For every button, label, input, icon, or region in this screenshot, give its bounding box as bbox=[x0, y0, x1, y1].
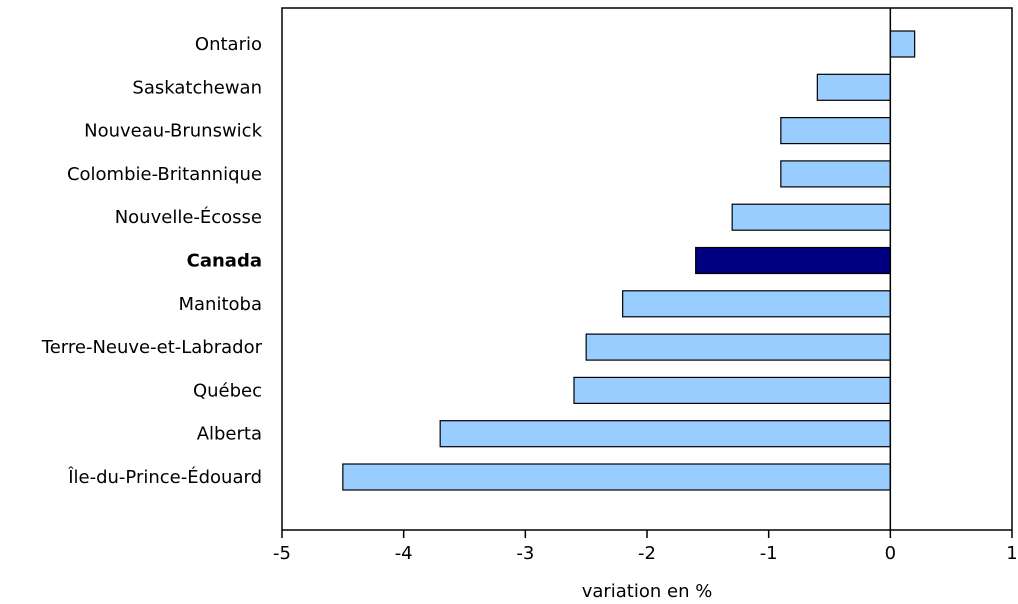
category-label-9: Alberta bbox=[197, 424, 262, 445]
x-tick-label-1: -4 bbox=[395, 543, 413, 564]
category-label-2: Nouveau-Brunswick bbox=[84, 121, 262, 142]
category-label-3: Colombie-Britannique bbox=[67, 164, 262, 185]
x-tick-label-5: 0 bbox=[885, 543, 896, 564]
category-labels: Ontario Saskatchewan Nouveau-Brunswick Colo… bbox=[41, 34, 263, 488]
bars-group bbox=[342, 30, 916, 491]
x-tick-label-3: -2 bbox=[638, 543, 656, 564]
plot-frame bbox=[281, 7, 1013, 531]
category-label-1: Saskatchewan bbox=[132, 77, 262, 98]
bar-6 bbox=[622, 290, 891, 318]
category-label-0: Ontario bbox=[195, 34, 262, 55]
bar-7 bbox=[585, 333, 891, 361]
category-label-5: Canada bbox=[187, 251, 262, 272]
bar-4 bbox=[731, 203, 891, 231]
x-tick-label-6: 1 bbox=[1006, 543, 1017, 564]
bar-3 bbox=[780, 160, 891, 188]
x-tick-label-4: -1 bbox=[760, 543, 778, 564]
category-label-4: Nouvelle-Écosse bbox=[115, 206, 262, 228]
bar-5 bbox=[695, 246, 891, 275]
x-tick-label-2: -3 bbox=[516, 543, 534, 564]
category-label-7: Terre-Neuve-et-Labrador bbox=[41, 337, 263, 358]
category-label-10: Île-du-Prince-Édouard bbox=[67, 466, 262, 488]
bar-0 bbox=[889, 30, 916, 58]
bar-8 bbox=[573, 376, 891, 404]
x-tick-label-0: -5 bbox=[273, 543, 291, 564]
x-axis-ticks: -5 -4 -3 -2 -1 0 1 bbox=[273, 530, 1018, 564]
x-axis-title: variation en % bbox=[582, 581, 713, 602]
bar-2 bbox=[780, 116, 891, 145]
bar-1 bbox=[816, 73, 891, 101]
bar-10 bbox=[342, 463, 891, 491]
category-label-8: Québec bbox=[193, 380, 262, 401]
category-label-6: Manitoba bbox=[179, 294, 263, 315]
bar-9 bbox=[439, 420, 891, 448]
